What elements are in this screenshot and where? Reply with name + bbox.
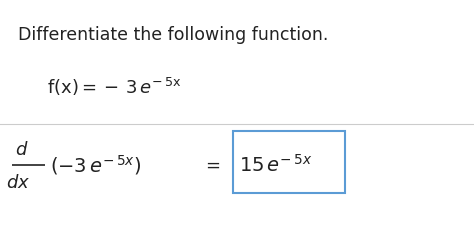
Text: $\mathsf{f(x) = -\,3\,}e^{-\,5\mathsf{x}}$: $\mathsf{f(x) = -\,3\,}e^{-\,5\mathsf{x}… [47,76,182,98]
Text: $15\,e^{-\,5x}$: $15\,e^{-\,5x}$ [239,154,313,176]
Text: Differentiate the following function.: Differentiate the following function. [18,26,328,44]
Text: $d$: $d$ [15,141,28,159]
Text: $(-3\,e^{-\,5x})$: $(-3\,e^{-\,5x})$ [50,153,141,177]
Text: $dx$: $dx$ [6,174,30,191]
Text: $=$: $=$ [201,156,220,174]
